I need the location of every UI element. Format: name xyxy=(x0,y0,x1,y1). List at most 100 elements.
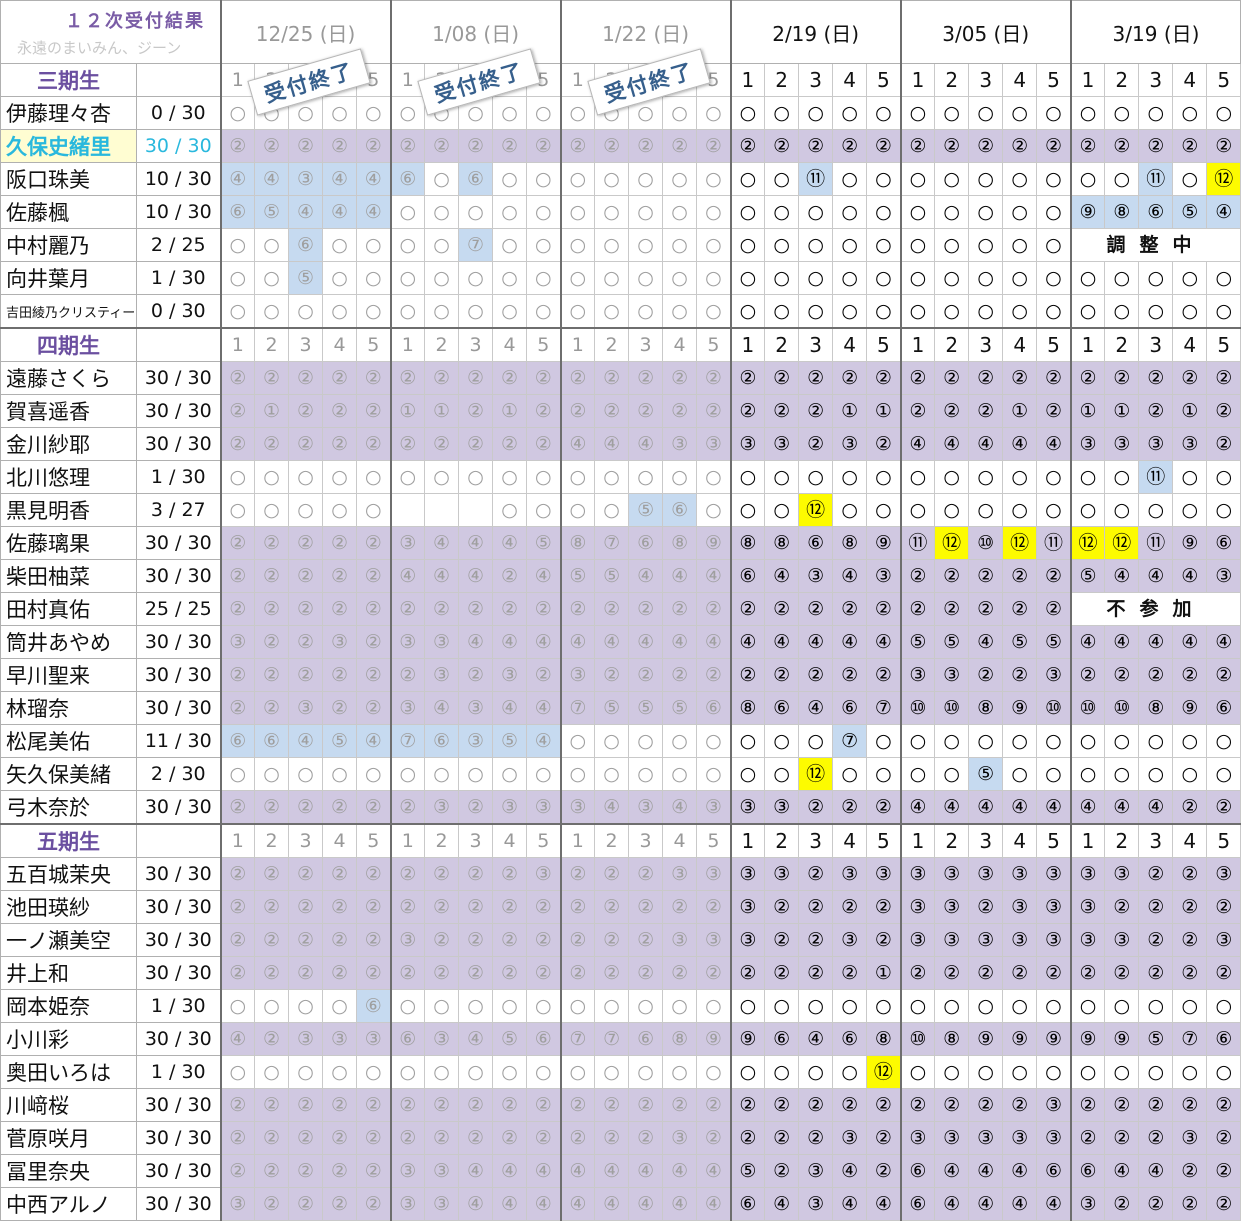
slot-cell: ⑥ xyxy=(832,1022,868,1056)
slot-cell: ⑩ xyxy=(934,691,970,725)
slot-cell: ② xyxy=(594,658,630,692)
slot-cell: ③ xyxy=(934,1121,970,1155)
slot-cell: ③ xyxy=(559,658,596,692)
slot-cell: ⑨ xyxy=(1069,1022,1106,1056)
slot-cell: ② xyxy=(389,790,426,825)
slot-cell: ① xyxy=(1002,394,1038,428)
slot-cell: ② xyxy=(355,526,392,560)
slot-cell: ② xyxy=(1104,658,1140,692)
member-count: 30 / 30 xyxy=(136,857,221,891)
slot-cell: ④ xyxy=(1104,1154,1140,1188)
slot-header: 4 xyxy=(1002,823,1038,858)
slot-cell: ② xyxy=(219,1121,255,1155)
member-row: 川﨑桜 30 / 30 ② ② ② ② ② ② ② ② ② ② ② ② ② ② ② ② ② ② ② ② ② ② ② ② ③ ② ② ② ② ② xyxy=(0,1088,1241,1122)
slot-cell: ○ xyxy=(1172,493,1208,527)
slot-cell: ③ xyxy=(866,857,902,891)
slot-cell: ○ xyxy=(219,460,255,494)
date-header-0: 12/25 (日) xyxy=(219,0,392,64)
slot-header: 3 xyxy=(968,63,1004,97)
slot-cell: ② xyxy=(322,1121,357,1155)
member-count: 0 / 30 xyxy=(136,294,221,329)
slot-cell: ④ xyxy=(526,1154,562,1188)
slot-cell: ⑥ xyxy=(1138,195,1174,229)
slot-cell: ② xyxy=(219,956,255,990)
slot-cell: ○ xyxy=(355,757,392,791)
slot-header: 1 xyxy=(899,63,936,97)
slot-cell: ○ xyxy=(1104,989,1140,1023)
slot-cell: ④ xyxy=(628,559,664,593)
slot-cell: ② xyxy=(322,923,357,957)
slot-cell: ⑫ xyxy=(1069,526,1106,560)
slot-cell: ○ xyxy=(899,724,936,758)
slot-cell: ② xyxy=(322,129,357,163)
slot-cell: ⑥ xyxy=(1036,1154,1072,1188)
member-row: 一ノ瀬美空 30 / 30 ② ② ② ② ② ③ ② ② ② ② ② ② ② ③ ③ ③ ② ② ③ ② ③ ③ ③ ③ ③ ③ ③ ②… xyxy=(0,923,1241,957)
slot-cell: ○ xyxy=(1104,493,1140,527)
slot-cell: ② xyxy=(288,361,323,395)
slot-cell: ○ xyxy=(424,261,460,295)
slot-cell: ③ xyxy=(764,790,800,825)
slot-cell: ② xyxy=(1172,1088,1208,1122)
slot-cell: ⑨ xyxy=(1002,691,1038,725)
slot-cell: ○ xyxy=(219,757,255,791)
slot-cell: ② xyxy=(458,890,494,924)
slot-cell: ② xyxy=(288,394,323,428)
slot-cell: ③ xyxy=(389,1154,426,1188)
slot-cell: ○ xyxy=(968,1055,1004,1089)
slot-cell: ○ xyxy=(798,195,834,229)
slot-header: 1 xyxy=(559,823,596,858)
slot-cell: ○ xyxy=(389,989,426,1023)
slot-cell: ○ xyxy=(832,294,868,329)
slot-cell: ○ xyxy=(628,162,664,196)
slot-cell: ② xyxy=(254,691,289,725)
member-name: 菅原咲月 xyxy=(0,1121,137,1155)
slot-cell: ② xyxy=(526,923,562,957)
slot-cell: ○ xyxy=(389,460,426,494)
member-row: 松尾美佑 11 / 30 ⑥ ⑥ ④ ⑤ ④ ⑦ ⑥ ③ ⑤ ④ ○ ○ ○ ○ ○ ○ ○ ○ ⑦ ○ ○ ○ ○ ○ ○ ○ ○ ○ ○… xyxy=(0,724,1241,758)
slot-cell: ② xyxy=(355,1088,392,1122)
slot-cell: ○ xyxy=(492,228,528,262)
member-name: 五百城茉央 xyxy=(0,857,137,891)
slot-cell: ② xyxy=(322,559,357,593)
slot-cell: ⑩ xyxy=(1104,691,1140,725)
slot-cell: ② xyxy=(288,1088,323,1122)
slot-cell: ⑥ xyxy=(628,526,664,560)
slot-cell: ④ xyxy=(424,526,460,560)
slot-cell: ② xyxy=(288,526,323,560)
member-name: 弓木奈於 xyxy=(0,790,137,825)
slot-cell: ② xyxy=(832,1088,868,1122)
member-count: 0 / 30 xyxy=(136,96,221,130)
slot-cell: ⑨ xyxy=(866,526,902,560)
slot-cell: ③ xyxy=(899,658,936,692)
slot-cell: ○ xyxy=(764,724,800,758)
slot-cell: ○ xyxy=(559,1055,596,1089)
slot-cell: ○ xyxy=(968,294,1004,329)
slot-cell: ③ xyxy=(1138,427,1174,461)
member-name: 一ノ瀬美空 xyxy=(0,923,137,957)
slot-cell: ○ xyxy=(559,228,596,262)
slot-cell: ④ xyxy=(1002,790,1038,825)
slot-cell: ○ xyxy=(219,261,255,295)
slot-cell: ④ xyxy=(458,526,494,560)
slot-cell: ② xyxy=(254,361,289,395)
slot-cell: ② xyxy=(1172,129,1208,163)
slot-cell: ③ xyxy=(1036,658,1072,692)
slot-cell: ○ xyxy=(254,1055,289,1089)
slot-header: 3 xyxy=(458,823,494,858)
slot-cell: ○ xyxy=(1002,1055,1038,1089)
slot-cell: ④ xyxy=(764,625,800,659)
slot-cell: ○ xyxy=(1002,162,1038,196)
slot-header: 4 xyxy=(832,327,868,362)
member-name: 柴田柚菜 xyxy=(0,559,137,593)
slot-cell: ③ xyxy=(934,857,970,891)
slot-cell: ② xyxy=(219,427,255,461)
slot-cell: ② xyxy=(1206,129,1241,163)
slot-cell: ⑧ xyxy=(559,526,596,560)
slot-cell: ② xyxy=(866,658,902,692)
member-row: 柴田柚菜 30 / 30 ② ② ② ② ② ④ ④ ④ ② ④ ⑤ ⑤ ④ ④ ④ ⑥ ④ ③ ④ ③ ② ② ② ② ② ⑤ ④ ④ ④… xyxy=(0,559,1241,593)
slot-cell: ① xyxy=(866,394,902,428)
slot-cell: ⑧ xyxy=(729,691,766,725)
slot-cell: ② xyxy=(798,658,834,692)
